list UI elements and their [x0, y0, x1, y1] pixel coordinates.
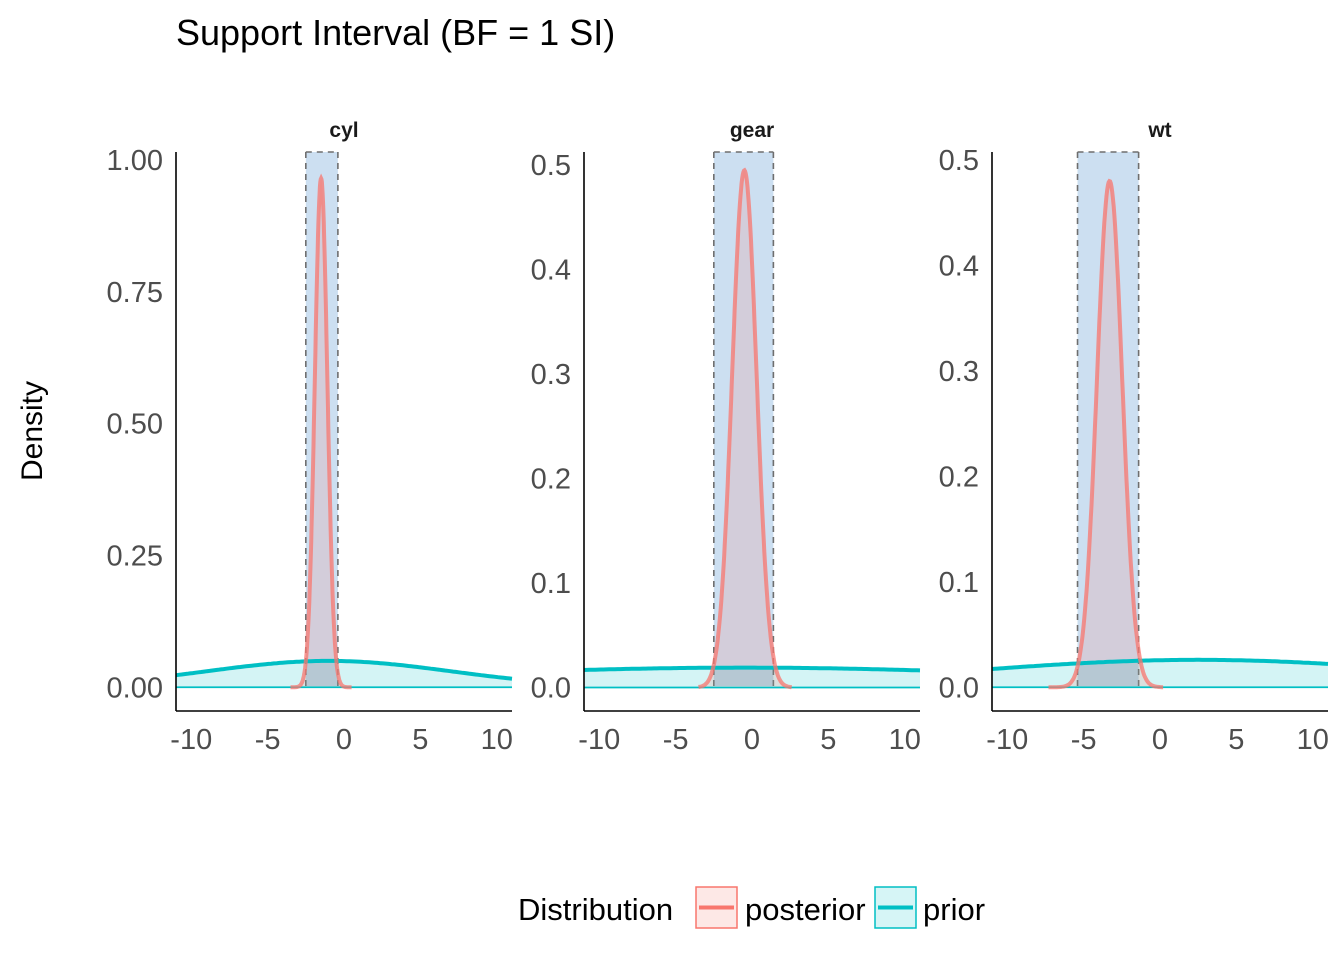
y-tick-label: 0.0: [531, 672, 571, 704]
legend: Distribution posterior prior: [518, 886, 985, 929]
legend-label-prior: prior: [923, 892, 985, 927]
x-tick-label: -5: [255, 724, 281, 756]
y-tick-label: 0.4: [531, 255, 571, 287]
support-interval-band: [713, 152, 774, 686]
posterior-area: [698, 170, 792, 688]
prior-line: [583, 665, 921, 673]
prior-line: [991, 657, 1329, 671]
panel-wt: wt 0.0 0.1 0.2 0.3 0.4 0.5 -10 -5 0 5 10: [939, 119, 1329, 756]
panel-title-wt: wt: [1147, 119, 1171, 142]
y-tick-label: 0.5: [939, 145, 979, 177]
legend-title: Distribution: [518, 892, 673, 927]
legend-key-posterior: [695, 886, 738, 929]
legend-label-posterior: posterior: [745, 892, 866, 927]
y-tick-label: 0.25: [107, 540, 163, 572]
posterior-line: [290, 173, 352, 690]
x-tick-label: 0: [1152, 724, 1168, 756]
y-tick-label: 0.2: [939, 461, 979, 493]
x-tick-label: 5: [1228, 724, 1244, 756]
x-tick-label: -10: [578, 724, 620, 756]
y-tick-label: 0.3: [939, 356, 979, 388]
y-tick-label: 1.00: [107, 145, 163, 177]
y-tick-label: 0.3: [531, 359, 571, 391]
x-tick-label: 10: [1297, 724, 1329, 756]
posterior-line: [1048, 178, 1164, 690]
prior-area: [584, 667, 920, 688]
prior-line: [175, 658, 513, 681]
x-tick-label: -5: [1071, 724, 1097, 756]
y-tick-label: 0.0: [939, 672, 979, 704]
x-tick-label: -10: [170, 724, 212, 756]
y-axis-label: Density: [16, 381, 49, 481]
y-tick-label: 0.5: [531, 150, 571, 182]
y-tick-label: 0.1: [531, 568, 571, 600]
posterior-line: [698, 167, 793, 690]
posterior-area: [290, 178, 352, 688]
y-tick-label: 0.1: [939, 567, 979, 599]
chart-title: Support Interval (BF = 1 SI): [176, 12, 615, 53]
y-tick-label: 0.2: [531, 464, 571, 496]
prior-area: [176, 660, 512, 688]
panel-gear: gear 0.0 0.1 0.2 0.3 0.4 0.5 -10 -5 0 5 10: [531, 119, 921, 756]
x-tick-label: 10: [889, 724, 921, 756]
panel-title-cyl: cyl: [329, 119, 358, 142]
x-tick-label: 0: [336, 724, 352, 756]
x-tick-label: 0: [744, 724, 760, 756]
x-tick-label: -5: [663, 724, 689, 756]
y-tick-label: 0.75: [107, 277, 163, 309]
y-tick-label: 0.4: [939, 250, 979, 282]
x-tick-label: 5: [412, 724, 428, 756]
x-tick-label: 10: [481, 724, 513, 756]
x-tick-label: 5: [820, 724, 836, 756]
panel-cyl: cyl 0.00 0.25 0.50 0.75 1.00 -10 -5 0 5 10: [107, 119, 513, 756]
y-tick-label: 0.50: [107, 409, 163, 441]
panel-title-gear: gear: [730, 119, 774, 142]
posterior-area: [1048, 181, 1164, 688]
x-tick-label: -10: [986, 724, 1028, 756]
legend-key-prior: [874, 886, 917, 929]
y-tick-label: 0.00: [107, 672, 163, 704]
